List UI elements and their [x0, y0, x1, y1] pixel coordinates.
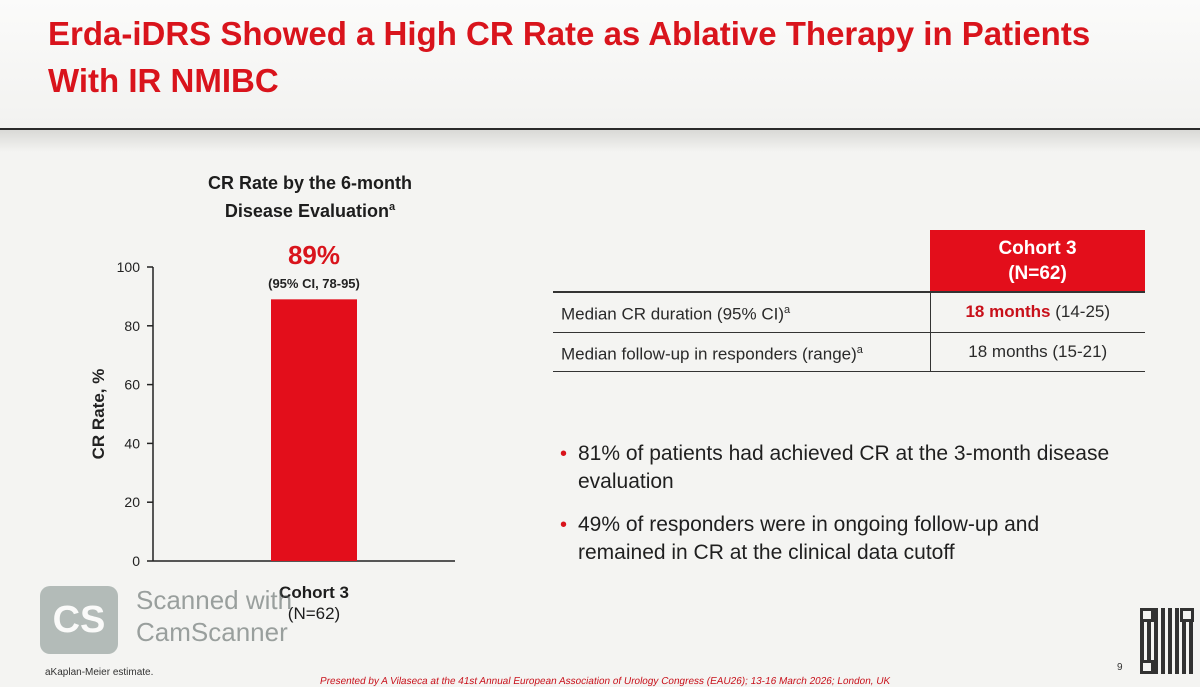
- chart-title-line1: CR Rate by the 6-month: [207, 173, 412, 193]
- row-value: 18 months (14-25): [929, 290, 1145, 333]
- qr-finder: [1140, 660, 1154, 674]
- list-item: • 81% of patients had achieved CR at the…: [560, 440, 1120, 496]
- list-item: • 49% of responders were in ongoing foll…: [560, 511, 1120, 567]
- presented-by: Presented by A Vilaseca at the 41st Annu…: [319, 676, 892, 687]
- list-item-text: 81% of patients had achieved CR at the 3…: [578, 442, 1110, 493]
- y-tick-label: 20: [124, 494, 140, 510]
- key-findings-list: • 81% of patients had achieved CR at the…: [560, 440, 1120, 582]
- slide-title: Erda-iDRS Showed a High CR Rate as Ablat…: [48, 15, 1091, 99]
- table-header-cohort: Cohort 3 (N=62): [930, 230, 1145, 292]
- row-label-footnote-mark: a: [783, 304, 791, 316]
- results-table-wrap: Cohort 3 (N=62) Median CR duration (95% …: [553, 230, 1145, 373]
- watermark-line1: Scanned with: [136, 585, 293, 615]
- table-row: Median follow-up in responders (range)a …: [553, 332, 1145, 373]
- y-axis-label: CR Rate, %: [89, 369, 108, 460]
- bar-ci-label: (95% CI, 78-95): [268, 276, 360, 291]
- bar-data-label: 89%: [288, 240, 340, 270]
- y-tick-label: 0: [132, 553, 140, 569]
- chart-title-line2-wrap: Disease Evaluationa: [140, 195, 480, 223]
- bar-cohort-3: [271, 299, 357, 561]
- y-tick-label: 80: [124, 318, 140, 334]
- table-row: Median CR duration (95% CI)a 18 months (…: [553, 290, 1145, 333]
- y-tick-label: 40: [124, 435, 140, 451]
- qr-finder: [1180, 608, 1194, 622]
- watermark-line2: CamScanner: [136, 617, 288, 647]
- qr-code-icon: [1140, 608, 1194, 674]
- chart-title-line2: Disease Evaluation: [224, 201, 389, 221]
- page-number: 9: [1117, 662, 1123, 673]
- qr-finder: [1140, 608, 1154, 622]
- x-tick-sublabel: (N=62): [288, 604, 340, 623]
- chart-title-footnote-mark: a: [388, 201, 396, 213]
- row-label: Median CR duration (95% CI)a: [553, 290, 930, 333]
- chart-title: CR Rate by the 6-month Disease Evaluatio…: [140, 171, 480, 223]
- row-value: 18 months (15-21): [929, 332, 1145, 373]
- table-header-cohort-name: Cohort 3: [998, 238, 1077, 259]
- y-tick-label: 100: [117, 259, 141, 275]
- slide-header: Erda-iDRS Showed a High CR Rate as Ablat…: [0, 0, 1200, 130]
- camscanner-logo-icon: CS: [40, 586, 118, 654]
- bullet-icon: •: [560, 443, 568, 465]
- row-label-text: Median follow-up in responders (range): [561, 344, 857, 364]
- scanner-watermark: CS Scanned with CamScanner: [40, 584, 340, 656]
- row-label-footnote-mark: a: [856, 343, 863, 356]
- cr-rate-bar-chart: 0 20 40 60 80 100 CR Rate, % Cohort 3 (N=62) 89% (…: [89, 240, 455, 623]
- panel-shadow: [0, 130, 1200, 152]
- x-tick-label: Cohort 3: [279, 583, 349, 602]
- row-value-rest: (14-25): [1050, 302, 1111, 322]
- results-table: Cohort 3 (N=62) Median CR duration (95% …: [553, 230, 1145, 373]
- table-header-row: Cohort 3 (N=62): [553, 230, 1145, 292]
- bullet-icon: •: [560, 514, 568, 536]
- watermark-text: Scanned with CamScanner: [136, 584, 292, 648]
- y-tick-label: 60: [124, 377, 140, 393]
- row-label: Median follow-up in responders (range)a: [553, 332, 930, 373]
- row-label-text: Median CR duration (95% CI): [561, 304, 784, 324]
- row-value-bold: 18 months: [965, 302, 1051, 322]
- footnote: aKaplan-Meier estimate.: [45, 667, 154, 678]
- list-item-text: 49% of responders were in ongoing follow…: [578, 513, 1040, 564]
- row-value-rest: 18 months (15-21): [968, 341, 1108, 361]
- table-header-cohort-n: (N=62): [1008, 263, 1067, 284]
- table-header-blank: [553, 230, 930, 292]
